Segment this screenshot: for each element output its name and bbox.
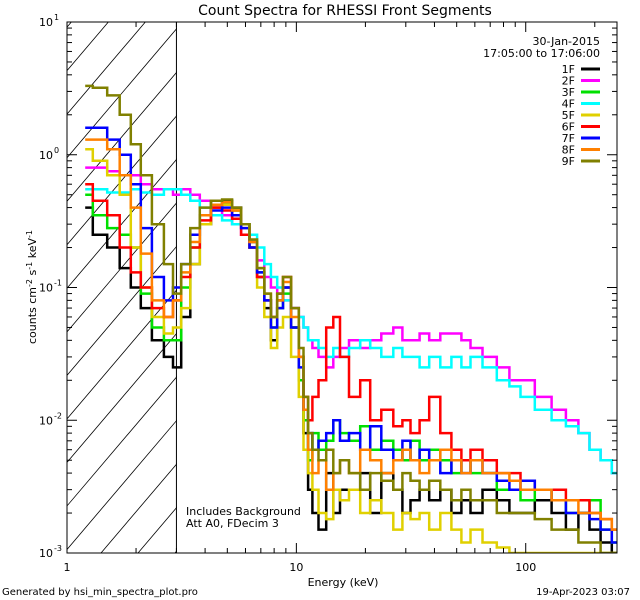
hatch-line	[545, 22, 640, 553]
y-tick-label: 10	[39, 547, 53, 560]
annotation-background: Includes Background	[186, 505, 301, 518]
legend-label-2F: 2F	[562, 75, 575, 88]
legend-label-8F: 8F	[562, 144, 575, 157]
hatch-line	[67, 419, 177, 551]
footer-timestamp: 19-Apr-2023 03:07	[536, 587, 630, 598]
legend-label-9F: 9F	[562, 155, 575, 168]
series-layer	[85, 84, 617, 553]
legend-label-4F: 4F	[562, 98, 575, 111]
footer-generated-by: Generated by hsi_min_spectra_plot.pro	[2, 587, 198, 598]
x-tick-label: 100	[515, 561, 536, 574]
hatched-region	[67, 22, 640, 553]
axis-ticks	[66, 21, 617, 554]
x-tick-labels: 1 10 100	[64, 561, 537, 574]
y-axis-label: counts cm-2 s-1 keV-1	[25, 230, 39, 344]
hatch-line	[67, 22, 146, 115]
hatch-line	[67, 288, 177, 420]
hatch-line	[174, 550, 177, 553]
series-line-4F	[85, 187, 617, 475]
y-tick-label: 10	[39, 149, 53, 162]
series-line-2F	[85, 166, 617, 475]
y-tick-label-exponent: 1	[54, 13, 59, 22]
y-tick-label-exponent: -1	[54, 279, 62, 288]
legend-label-5F: 5F	[562, 109, 575, 122]
y-tick-label-exponent: -2	[54, 411, 62, 420]
x-tick-label: 10	[289, 561, 303, 574]
y-tick-label: 10	[39, 16, 53, 29]
hatch-line	[67, 27, 177, 159]
y-tick-label-exponent: -3	[54, 544, 62, 553]
y-tick-label: 10	[39, 414, 53, 427]
hatch-line	[619, 22, 640, 553]
hatch-line	[67, 71, 177, 202]
series-line-9F	[85, 84, 617, 553]
series-line-8F	[85, 138, 617, 531]
legend-label-1F: 1F	[562, 63, 575, 76]
hatch-line	[67, 375, 177, 507]
legend-label-6F: 6F	[562, 121, 575, 134]
x-axis-label: Energy (keV)	[308, 576, 379, 589]
series-line-5F	[85, 148, 617, 553]
chart-title: Count Spectra for RHESSI Front Segments	[198, 3, 492, 19]
hatch-line	[67, 201, 177, 333]
legend-label-7F: 7F	[562, 132, 575, 145]
annotation-attenuator: Att A0, FDecim 3	[186, 517, 279, 530]
annotation-time-range: 17:05:00 to 17:06:00	[483, 47, 600, 60]
legend-label-3F: 3F	[562, 86, 575, 99]
y-tick-label: 10	[39, 282, 53, 295]
x-tick-label: 1	[64, 561, 71, 574]
annotation-date: 30-Jan-2015	[533, 35, 601, 48]
hatch-line	[67, 22, 109, 72]
y-tick-label-exponent: 0	[54, 146, 59, 155]
